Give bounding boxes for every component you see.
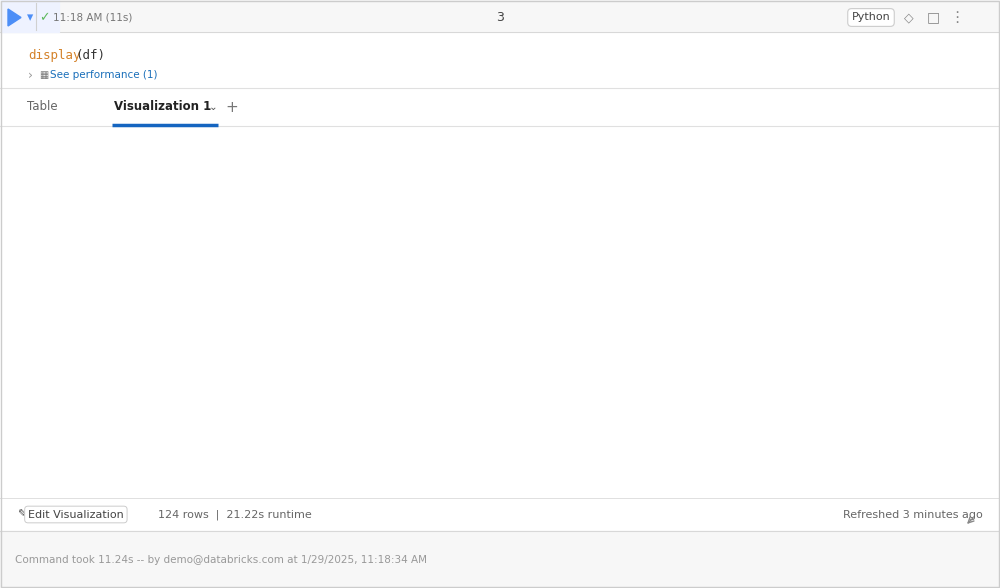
Y-axis label: SUM(population): SUM(population) (18, 258, 31, 362)
Polygon shape (8, 9, 21, 26)
Text: □: □ (926, 11, 940, 25)
Bar (0, 0, 1000, 32)
Text: ✎: ✎ (17, 509, 26, 520)
Text: ⌄: ⌄ (209, 102, 217, 112)
Bar (0, 498, 1000, 531)
Text: See performance (1): See performance (1) (50, 70, 158, 80)
Text: ✓: ✓ (39, 11, 49, 24)
Text: Edit Visualization: Edit Visualization (28, 509, 124, 520)
Bar (0, 88, 1000, 126)
X-axis label: year: year (503, 505, 530, 518)
Text: ›: › (28, 68, 33, 82)
Text: ▦: ▦ (39, 70, 48, 80)
Text: (df): (df) (75, 49, 105, 62)
Text: Refreshed 3 minutes ago: Refreshed 3 minutes ago (843, 509, 983, 520)
Text: Python: Python (852, 12, 890, 22)
Text: ◇: ◇ (904, 11, 914, 24)
Text: display: display (28, 49, 80, 62)
Text: Visualization 1: Visualization 1 (114, 101, 212, 113)
Bar (0, 531, 1000, 588)
Text: ▾: ▾ (27, 11, 33, 24)
Text: 11:18 AM (11s): 11:18 AM (11s) (53, 12, 132, 22)
Text: Command took 11.24s -- by demo@databricks.com at 1/29/2025, 11:18:34 AM: Command took 11.24s -- by demo@databrick… (15, 555, 427, 565)
Text: +: + (226, 99, 238, 115)
Text: ⋮: ⋮ (949, 10, 965, 25)
Bar (0, 126, 1000, 498)
Bar (0, 32, 1000, 88)
Text: Table: Table (27, 101, 57, 113)
Text: 3: 3 (496, 11, 504, 24)
Bar (1, 0, 59, 32)
Text: 124 rows  |  21.22s runtime: 124 rows | 21.22s runtime (158, 509, 312, 520)
